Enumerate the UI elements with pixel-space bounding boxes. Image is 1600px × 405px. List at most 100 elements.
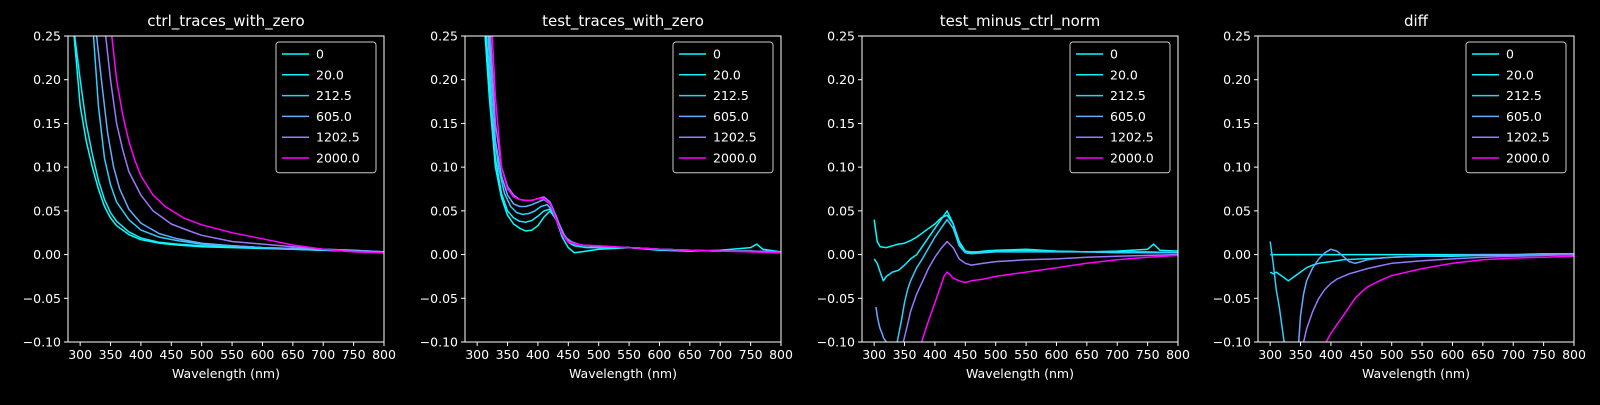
y-tick-label: 0.20: [827, 72, 855, 87]
x-tick-label: 450: [1349, 347, 1373, 362]
legend-label: 2000.0: [713, 151, 757, 166]
y-tick-label: −0.10: [817, 335, 855, 350]
x-tick-label: 600: [1441, 347, 1465, 362]
x-axis-label: Wavelength (nm): [966, 366, 1074, 381]
legend-label: 605.0: [1110, 109, 1146, 124]
y-tick-label: 0.10: [430, 160, 458, 175]
chart-panel-3: test_minus_ctrl_norm 300 350 400 450 500 550 60…: [817, 12, 1190, 381]
legend-label: 212.5: [1506, 88, 1542, 103]
x-tick-label: 500: [1380, 347, 1404, 362]
series-line-6: [491, 36, 781, 254]
series-line-4: [95, 36, 384, 253]
x-tick-label: 800: [1562, 347, 1586, 362]
legend-label: 1202.5: [316, 130, 360, 145]
chart-panel-2: test_traces_with_zero 300 350 400 450 500 550 6…: [420, 12, 793, 381]
y-tick-label: −0.05: [1213, 291, 1251, 306]
y-tick-label: 0.25: [430, 29, 458, 44]
series-line-4: [875, 306, 887, 342]
y-tick-label: −0.05: [420, 291, 458, 306]
series-line-2: [873, 210, 1178, 282]
plot-frame: [464, 35, 782, 343]
y-tick-label: 0.00: [430, 247, 458, 262]
x-tick-label: 800: [1166, 347, 1190, 362]
x-tick-label: 500: [984, 347, 1008, 362]
chart-panel-1: ctrl_traces_with_zero 300 350 400 450 500 550 6…: [23, 12, 396, 381]
legend-label: 605.0: [316, 109, 352, 124]
chart-panel-4: diff 300 350 400 450 500 550 600 650 700 750 800 −0.…: [1213, 12, 1586, 381]
plot-frame: [1257, 35, 1575, 343]
y-tick-label: 0.10: [33, 160, 61, 175]
x-tick-label: 650: [1471, 347, 1495, 362]
x-tick-label: 350: [496, 347, 520, 362]
y-tick-label: −0.05: [817, 291, 855, 306]
chart-title: test_minus_ctrl_norm: [940, 12, 1101, 31]
chart-title: test_traces_with_zero: [542, 12, 704, 31]
x-tick-label: 700: [708, 347, 732, 362]
legend-label: 1202.5: [1506, 130, 1550, 145]
y-tick-label: 0.20: [430, 72, 458, 87]
x-tick-label: 450: [556, 347, 580, 362]
x-tick-label: 800: [769, 347, 793, 362]
x-tick-label: 750: [1136, 347, 1160, 362]
series-line-5: [902, 240, 1178, 342]
legend-label: 2000.0: [316, 151, 360, 166]
series-line-3: [896, 218, 1178, 342]
x-tick-label: 550: [617, 347, 641, 362]
y-tick-label: 0.15: [33, 116, 61, 131]
series-line-6: [920, 254, 1178, 342]
x-tick-label: 750: [739, 347, 763, 362]
x-tick-label: 350: [1289, 347, 1313, 362]
series-line-5: [104, 36, 384, 254]
y-tick-label: −0.10: [1213, 335, 1251, 350]
series-line-3: [1269, 241, 1285, 342]
series-line-2: [73, 36, 384, 253]
series-line-1: [873, 214, 1178, 254]
y-tick-label: 0.00: [827, 247, 855, 262]
x-tick-label: 750: [1532, 347, 1556, 362]
x-tick-label: 300: [68, 347, 92, 362]
x-tick-label: 800: [372, 347, 396, 362]
plot-frame: [861, 35, 1179, 343]
y-tick-label: 0.05: [430, 203, 458, 218]
series-line-5: [1302, 253, 1574, 342]
legend-label: 0: [316, 47, 324, 62]
x-tick-label: 650: [1075, 347, 1099, 362]
series-line-2: [1269, 253, 1574, 282]
legend-label: 0: [713, 47, 721, 62]
x-tick-label: 500: [190, 347, 214, 362]
x-tick-label: 700: [311, 347, 335, 362]
x-tick-label: 300: [1258, 347, 1282, 362]
x-tick-label: 400: [129, 347, 153, 362]
y-tick-label: 0.25: [33, 29, 61, 44]
legend-label: 0: [1506, 47, 1514, 62]
y-tick-label: 0.05: [33, 203, 61, 218]
y-tick-label: −0.10: [420, 335, 458, 350]
y-tick-label: 0.00: [33, 247, 61, 262]
x-axis-label: Wavelength (nm): [172, 366, 280, 381]
x-tick-label: 700: [1501, 347, 1525, 362]
x-tick-label: 700: [1105, 347, 1129, 362]
y-tick-label: 0.15: [827, 116, 855, 131]
legend-label: 20.0: [316, 67, 344, 82]
x-tick-label: 300: [862, 347, 886, 362]
legend-label: 212.5: [1110, 88, 1146, 103]
x-tick-label: 550: [1410, 347, 1434, 362]
y-tick-label: 0.20: [33, 72, 61, 87]
legend-label: 605.0: [713, 109, 749, 124]
series-line-6: [111, 36, 384, 254]
legend-label: 1202.5: [713, 130, 757, 145]
legend: 0 20.0 212.5 605.0 1202.5 2000.0: [672, 41, 774, 174]
x-tick-label: 450: [953, 347, 977, 362]
x-axis-label: Wavelength (nm): [1362, 366, 1470, 381]
x-tick-label: 750: [342, 347, 366, 362]
x-tick-label: 400: [526, 347, 550, 362]
y-tick-label: 0.10: [1223, 160, 1251, 175]
series-line-6: [1325, 255, 1574, 342]
x-tick-label: 550: [220, 347, 244, 362]
x-tick-label: 400: [1319, 347, 1343, 362]
y-tick-label: 0.05: [827, 203, 855, 218]
y-tick-label: 0.15: [1223, 116, 1251, 131]
y-tick-label: 0.20: [1223, 72, 1251, 87]
